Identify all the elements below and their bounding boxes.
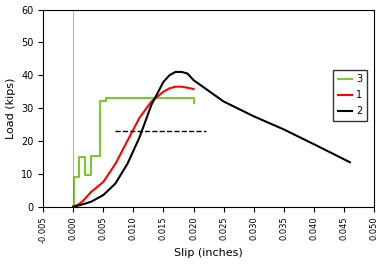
Y-axis label: Load (kips): Load (kips)	[5, 77, 16, 139]
Legend: 3, 1, 2: 3, 1, 2	[333, 70, 367, 121]
X-axis label: Slip (inches): Slip (inches)	[174, 248, 243, 258]
